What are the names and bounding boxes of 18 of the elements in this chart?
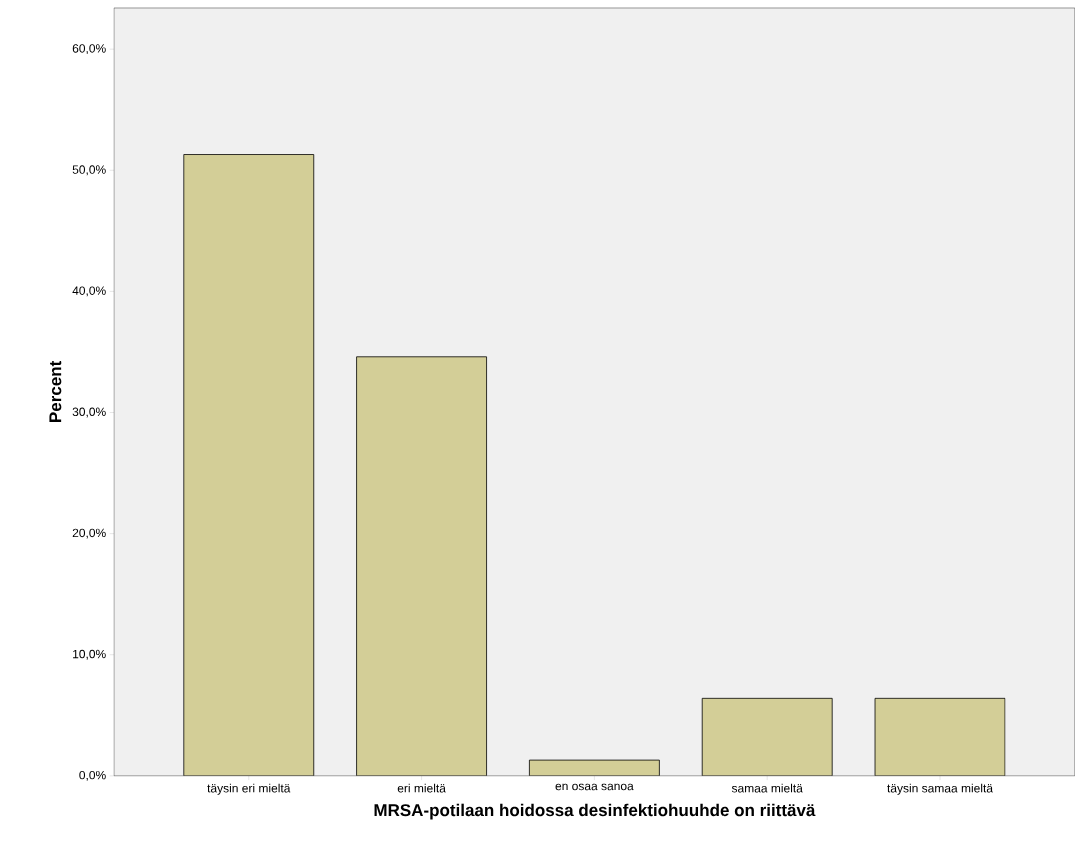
bar [874,698,1006,776]
y-tick-label: 60,0% [72,44,106,55]
x-tick-label: täysin samaa mieltä [887,783,993,795]
x-axis-title: MRSA-potilaan hoidossa desinfektiohuuhde on riittävä [374,803,816,820]
bar [356,356,487,776]
x-tick-label: täysin eri mieltä [207,783,291,795]
x-tick-label: samaa mieltä [731,783,803,793]
bar [183,154,315,776]
y-tick-label: 40,0% [72,286,106,297]
y-tick-label: 10,0% [73,649,106,660]
y-tick-label: 0,0% [79,770,106,781]
x-tick-label: en osaa sanoa [555,783,634,791]
x-tick-label: eri mieltä [397,783,446,793]
y-axis-title: Percent [49,361,62,423]
bar [701,698,833,776]
y-tick-label: 50,0% [72,165,106,176]
y-tick-label: 30,0% [72,407,106,418]
y-tick-label: 20,0% [72,528,106,539]
